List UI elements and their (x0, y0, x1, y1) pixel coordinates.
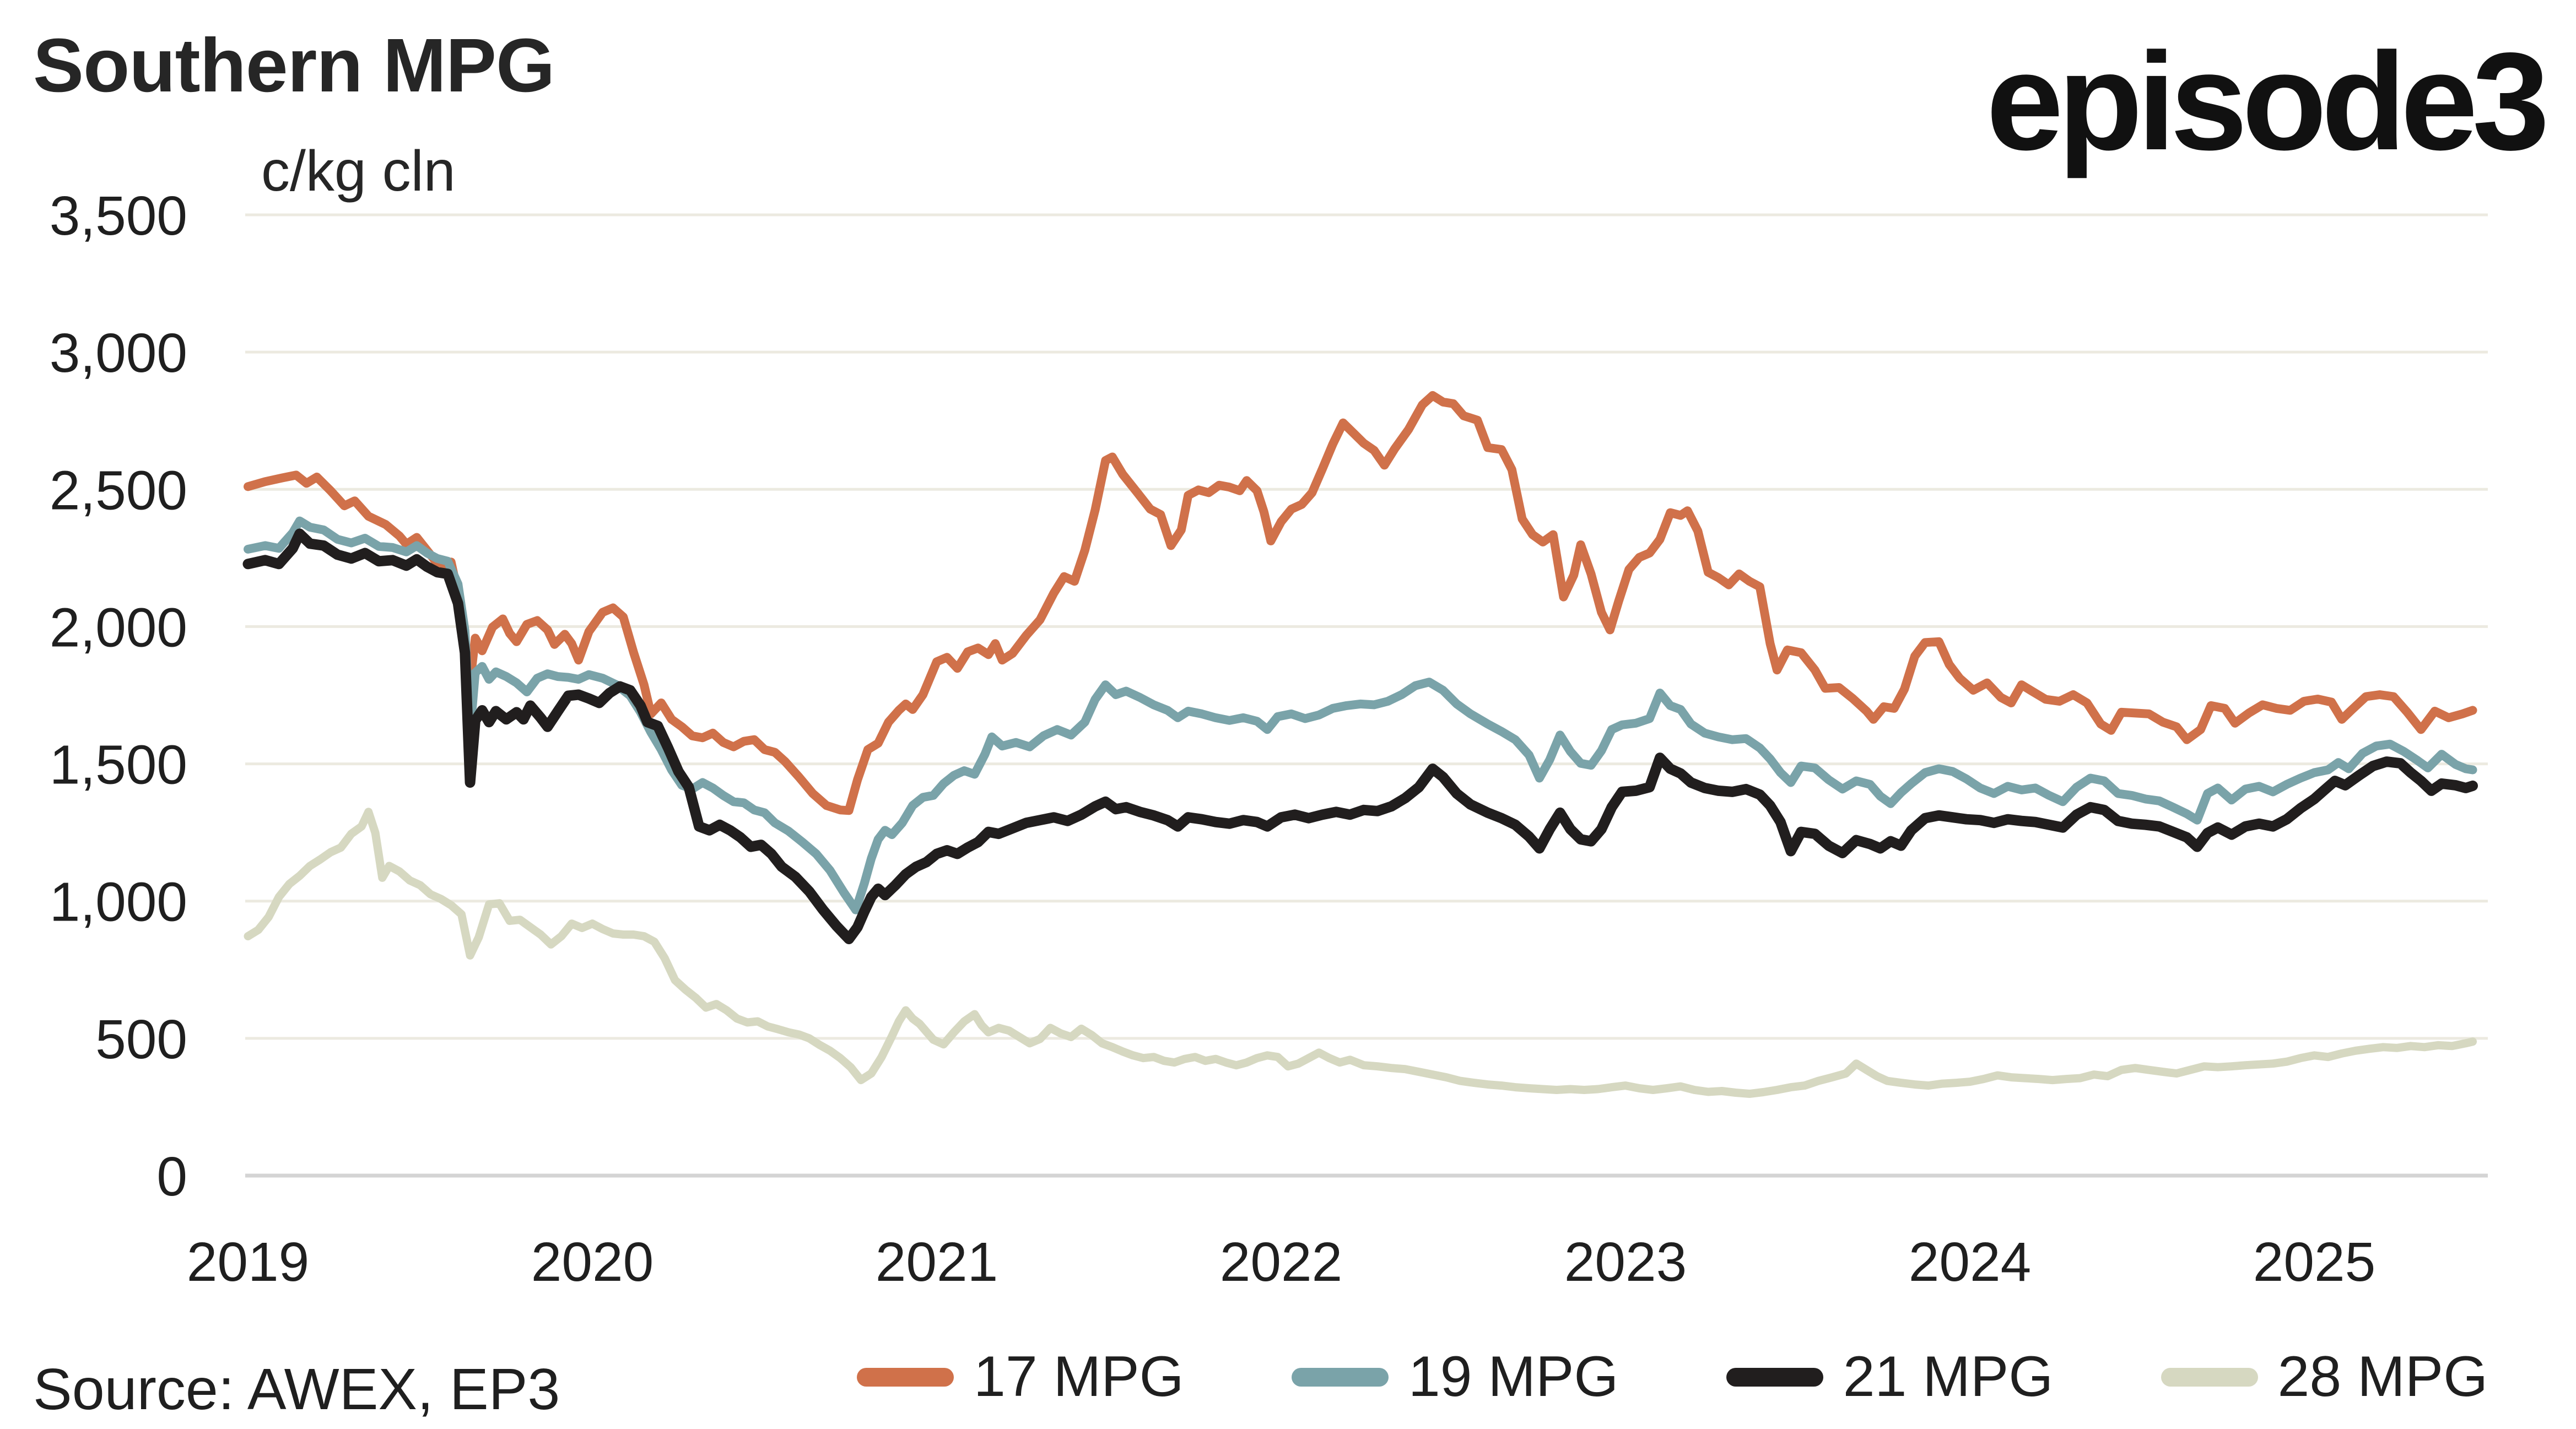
legend-label: 19 MPG (1408, 1345, 1619, 1409)
y-axis-labels: 0 500 1,000 1,500 2,000 2,500 3,000 3,500 (50, 185, 187, 1208)
y-tick-label: 500 (95, 1009, 187, 1070)
legend-item-19-mpg: 19 MPG (1291, 1344, 1619, 1410)
y-tick-label: 2,000 (50, 597, 187, 658)
series-line-17-mpg (244, 391, 2477, 815)
y-tick-label: 0 (156, 1146, 187, 1208)
legend-label: 28 MPG (2277, 1345, 2488, 1409)
x-tick-label: 2023 (1564, 1231, 1687, 1293)
series-lines (242, 391, 2478, 1098)
gridlines (245, 213, 2488, 1178)
legend-label: 21 MPG (1843, 1345, 2054, 1409)
x-tick-label: 2021 (876, 1231, 998, 1293)
legend-item-28-mpg: 28 MPG (2161, 1344, 2488, 1410)
chart-title: Southern MPG (33, 23, 555, 108)
series-line-28-mpg (244, 808, 2477, 1098)
x-tick-label: 2024 (1909, 1231, 2031, 1293)
x-axis-labels: 2019 2020 2021 2022 2023 2024 2025 (187, 1231, 2375, 1293)
x-tick-label: 2020 (531, 1231, 654, 1293)
legend-swatch (857, 1367, 954, 1387)
x-tick-label: 2019 (187, 1231, 309, 1293)
y-tick-label: 1,500 (50, 734, 187, 796)
legend: 17 MPG 19 MPG 21 MPG 28 MPG (857, 1344, 2488, 1410)
legend-item-17-mpg: 17 MPG (857, 1344, 1184, 1410)
series-line-19-mpg (244, 516, 2477, 914)
y-tick-label: 3,000 (50, 322, 187, 384)
source-note: Source: AWEX, EP3 (33, 1357, 560, 1422)
x-tick-label: 2025 (2253, 1231, 2375, 1293)
episode3-logo: episode3 (1986, 24, 2550, 179)
y-tick-label: 2,500 (50, 459, 187, 521)
legend-item-21-mpg: 21 MPG (1726, 1344, 2053, 1410)
legend-swatch (1726, 1367, 1823, 1387)
y-tick-label: 1,000 (50, 872, 187, 933)
legend-swatch (2161, 1367, 2258, 1387)
x-tick-label: 2022 (1220, 1231, 1342, 1293)
series-line-21-mpg (242, 528, 2478, 944)
legend-swatch (1291, 1367, 1389, 1387)
legend-label: 17 MPG (974, 1345, 1184, 1409)
y-tick-label: 3,500 (50, 185, 187, 247)
y-axis-unit-label: c/kg cln (261, 139, 456, 203)
